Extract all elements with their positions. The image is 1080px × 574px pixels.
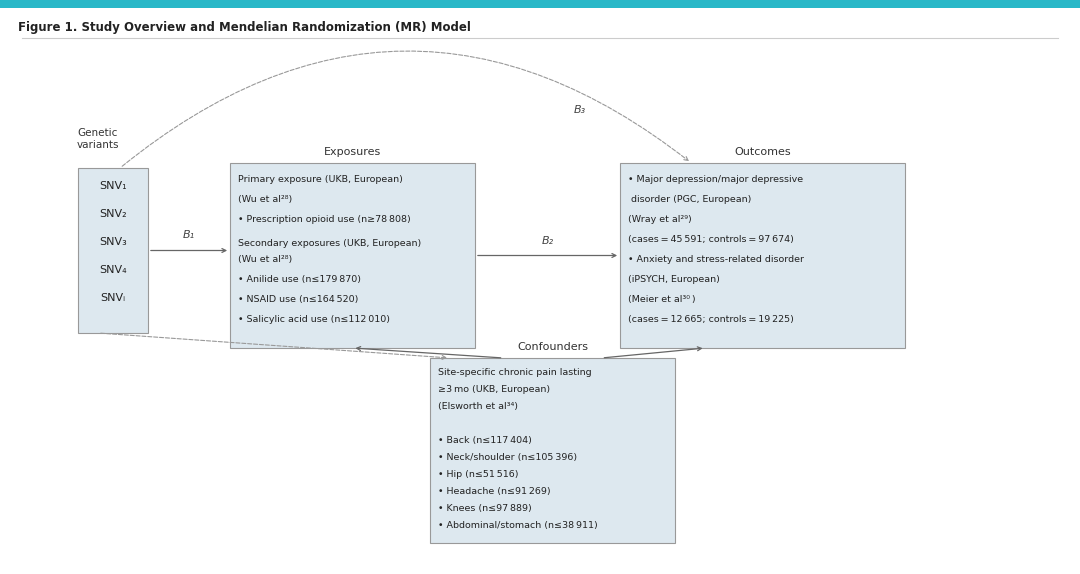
- Text: ≥3 mo (UKB, European): ≥3 mo (UKB, European): [438, 385, 550, 394]
- Text: • Salicylic acid use (n≤112 010): • Salicylic acid use (n≤112 010): [238, 315, 390, 324]
- Text: SNV₁: SNV₁: [99, 181, 126, 191]
- Text: (Wray et al²⁹): (Wray et al²⁹): [627, 215, 692, 224]
- Text: Exposures: Exposures: [324, 147, 381, 157]
- Text: • Major depression/major depressive: • Major depression/major depressive: [627, 175, 804, 184]
- Text: Site-specific chronic pain lasting: Site-specific chronic pain lasting: [438, 368, 592, 377]
- Text: • Back (n≤117 404): • Back (n≤117 404): [438, 436, 531, 445]
- Text: • NSAID use (n≤164 520): • NSAID use (n≤164 520): [238, 295, 359, 304]
- Text: B₁: B₁: [183, 231, 195, 241]
- Text: B₃: B₃: [573, 105, 586, 115]
- Text: Outcomes: Outcomes: [734, 147, 791, 157]
- Text: (cases = 45 591; controls = 97 674): (cases = 45 591; controls = 97 674): [627, 235, 794, 244]
- Text: • Abdominal/stomach (n≤38 911): • Abdominal/stomach (n≤38 911): [438, 521, 597, 530]
- Text: (Meier et al³⁰ ): (Meier et al³⁰ ): [627, 295, 696, 304]
- Text: (Wu et al²⁸): (Wu et al²⁸): [238, 195, 293, 204]
- Text: • Headache (n≤91 269): • Headache (n≤91 269): [438, 487, 551, 496]
- Text: (Elsworth et al³⁴): (Elsworth et al³⁴): [438, 402, 518, 411]
- Text: • Hip (n≤51 516): • Hip (n≤51 516): [438, 470, 518, 479]
- Text: Primary exposure (UKB, European): Primary exposure (UKB, European): [238, 175, 403, 184]
- Text: Confounders: Confounders: [517, 342, 588, 352]
- Text: • Prescription opioid use (n≥78 808): • Prescription opioid use (n≥78 808): [238, 215, 410, 224]
- FancyBboxPatch shape: [430, 358, 675, 543]
- FancyBboxPatch shape: [230, 163, 475, 348]
- Text: (iPSYCH, European): (iPSYCH, European): [627, 275, 720, 284]
- Text: SNVᵢ: SNVᵢ: [100, 293, 125, 303]
- Text: B₂: B₂: [541, 235, 554, 246]
- Text: Figure 1. Study Overview and Mendelian Randomization (MR) Model: Figure 1. Study Overview and Mendelian R…: [18, 21, 471, 33]
- Bar: [0, 0, 1080, 8]
- Text: SNV₂: SNV₂: [99, 209, 126, 219]
- Text: • Anxiety and stress-related disorder: • Anxiety and stress-related disorder: [627, 255, 804, 264]
- FancyBboxPatch shape: [620, 163, 905, 348]
- Text: • Anilide use (n≤179 870): • Anilide use (n≤179 870): [238, 275, 361, 284]
- Text: • Knees (n≤97 889): • Knees (n≤97 889): [438, 504, 531, 513]
- Text: SNV₄: SNV₄: [99, 265, 126, 275]
- Text: (cases = 12 665; controls = 19 225): (cases = 12 665; controls = 19 225): [627, 315, 794, 324]
- Text: disorder (PGC, European): disorder (PGC, European): [627, 195, 752, 204]
- FancyBboxPatch shape: [78, 168, 148, 333]
- Text: (Wu et al²⁸): (Wu et al²⁸): [238, 255, 293, 264]
- Text: • Neck/shoulder (n≤105 396): • Neck/shoulder (n≤105 396): [438, 453, 577, 462]
- Text: Secondary exposures (UKB, European): Secondary exposures (UKB, European): [238, 239, 421, 248]
- Text: SNV₃: SNV₃: [99, 237, 126, 247]
- Text: Genetic
variants: Genetic variants: [77, 127, 119, 150]
